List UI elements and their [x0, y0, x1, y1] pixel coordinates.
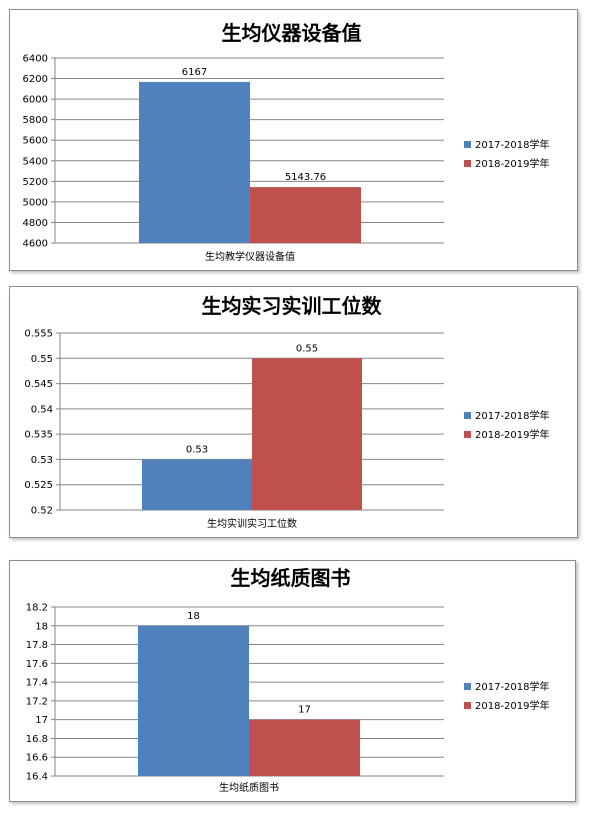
y-tick-label: 0.535	[24, 430, 53, 441]
y-tick-label: 0.53	[31, 455, 53, 466]
data-label: 17	[298, 705, 311, 716]
legend-swatch-1	[464, 141, 471, 148]
bar-1	[139, 81, 250, 243]
bar-1	[138, 625, 249, 776]
legend-swatch-1	[464, 412, 471, 419]
legend-swatch-2	[464, 702, 471, 709]
bar-2	[250, 187, 361, 243]
legend-label: 2018-2019学年	[475, 699, 550, 712]
y-tick-label: 0.52	[31, 506, 53, 517]
y-tick-label: 5600	[23, 136, 48, 147]
data-label: 18	[187, 611, 200, 622]
bar-2	[249, 719, 360, 776]
y-tick-label: 5200	[23, 177, 48, 188]
legend-label: 2018-2019学年	[475, 157, 550, 170]
bar-2	[252, 358, 362, 510]
chart-panel-books: 生均纸质图书 18.2 18 17.8 17.6 17.4 17.2 17 16.8 16.6 16…	[9, 560, 576, 802]
y-tick-label: 5000	[23, 197, 48, 208]
y-tick-label: 6000	[23, 95, 48, 106]
x-category-label: 生均纸质图书	[219, 781, 279, 794]
y-tick-label: 5400	[23, 156, 48, 167]
chart-panel-workstations: 生均实习实训工位数 0.555 0.55 0.545 0.54 0.535 0.53 0.52…	[9, 286, 578, 538]
legend-swatch-2	[464, 160, 471, 167]
chart-title: 生均纸质图书	[231, 566, 351, 590]
y-tick-label: 0.55	[31, 354, 53, 365]
legend-swatch-1	[464, 683, 471, 690]
y-tick-label: 17.2	[26, 696, 48, 707]
legend-label: 2017-2018学年	[475, 680, 550, 693]
data-label: 5143.76	[285, 172, 326, 183]
y-tick-label: 17.8	[26, 640, 48, 651]
data-label: 0.55	[296, 343, 318, 354]
bar-1	[142, 459, 252, 510]
y-tick-label: 4600	[23, 239, 48, 250]
x-category-label: 生均实训实习工位数	[207, 517, 297, 530]
y-tick-label: 17.6	[26, 659, 48, 670]
chart-equipment: 生均仪器设备值 6400 6200 6000 5800 5600 5400 5200 5000 4…	[23, 21, 550, 263]
y-tick-label: 0.555	[24, 329, 53, 340]
x-category-label: 生均教学仪器设备值	[205, 250, 295, 263]
y-tick-label: 5800	[23, 115, 48, 126]
y-tick-label: 0.54	[31, 404, 53, 415]
legend-swatch-2	[464, 431, 471, 438]
y-tick-label: 18.2	[26, 603, 48, 614]
chart-panel-equipment: 生均仪器设备值 6400 6200 6000 5800 5600 5400 5200 5000 4…	[9, 9, 578, 271]
y-tick-label: 6400	[23, 54, 48, 65]
chart-title: 生均仪器设备值	[222, 21, 362, 45]
y-tick-label: 18	[35, 621, 48, 632]
y-tick-label: 0.525	[24, 480, 53, 491]
y-tick-label: 16.8	[26, 734, 48, 745]
y-tick-label: 16.6	[26, 753, 48, 764]
y-tick-label: 17.4	[26, 678, 48, 689]
y-tick-label: 16.4	[26, 772, 48, 783]
chart-title: 生均实习实训工位数	[202, 294, 383, 318]
y-tick-label: 6200	[23, 74, 48, 85]
chart-books: 生均纸质图书 18.2 18 17.8 17.6 17.4 17.2 17 16.8 16.6 16…	[26, 566, 550, 794]
legend-label: 2018-2019学年	[475, 428, 550, 441]
y-tick-label: 4800	[23, 218, 48, 229]
y-tick-label: 17	[35, 715, 48, 726]
y-tick-label: 0.545	[24, 379, 53, 390]
legend-label: 2017-2018学年	[475, 138, 550, 151]
data-label: 6167	[182, 67, 207, 78]
data-label: 0.53	[186, 444, 208, 455]
legend-label: 2017-2018学年	[475, 409, 550, 422]
chart-workstations: 生均实习实训工位数 0.555 0.55 0.545 0.54 0.535 0.53 0.52…	[24, 294, 550, 530]
